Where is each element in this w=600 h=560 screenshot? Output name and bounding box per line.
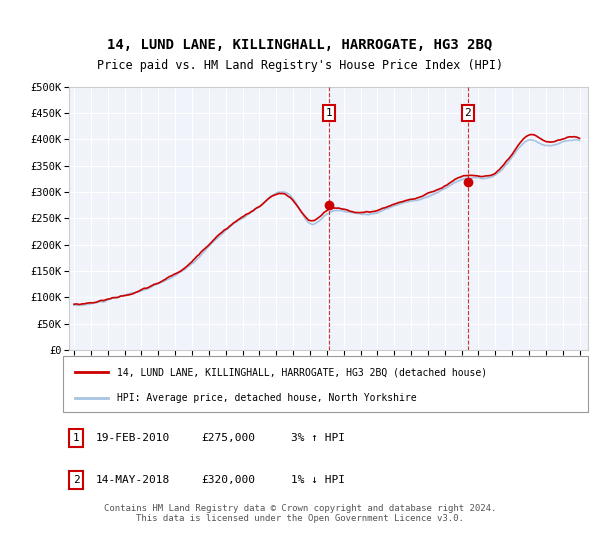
Text: 14, LUND LANE, KILLINGHALL, HARROGATE, HG3 2BQ (detached house): 14, LUND LANE, KILLINGHALL, HARROGATE, H… (117, 367, 487, 377)
Text: 3% ↑ HPI: 3% ↑ HPI (291, 433, 345, 443)
Text: Contains HM Land Registry data © Crown copyright and database right 2024.
This d: Contains HM Land Registry data © Crown c… (104, 504, 496, 524)
Text: 19-FEB-2010: 19-FEB-2010 (95, 433, 170, 443)
Text: £320,000: £320,000 (201, 475, 255, 485)
Text: 14, LUND LANE, KILLINGHALL, HARROGATE, HG3 2BQ: 14, LUND LANE, KILLINGHALL, HARROGATE, H… (107, 38, 493, 52)
Text: 1: 1 (73, 433, 80, 443)
Text: Price paid vs. HM Land Registry's House Price Index (HPI): Price paid vs. HM Land Registry's House … (97, 59, 503, 72)
Text: 2: 2 (464, 108, 471, 118)
Text: HPI: Average price, detached house, North Yorkshire: HPI: Average price, detached house, Nort… (117, 393, 416, 403)
Text: 1% ↓ HPI: 1% ↓ HPI (291, 475, 345, 485)
Text: 1: 1 (325, 108, 332, 118)
Text: 2: 2 (73, 475, 80, 485)
Text: £275,000: £275,000 (201, 433, 255, 443)
Text: 14-MAY-2018: 14-MAY-2018 (95, 475, 170, 485)
